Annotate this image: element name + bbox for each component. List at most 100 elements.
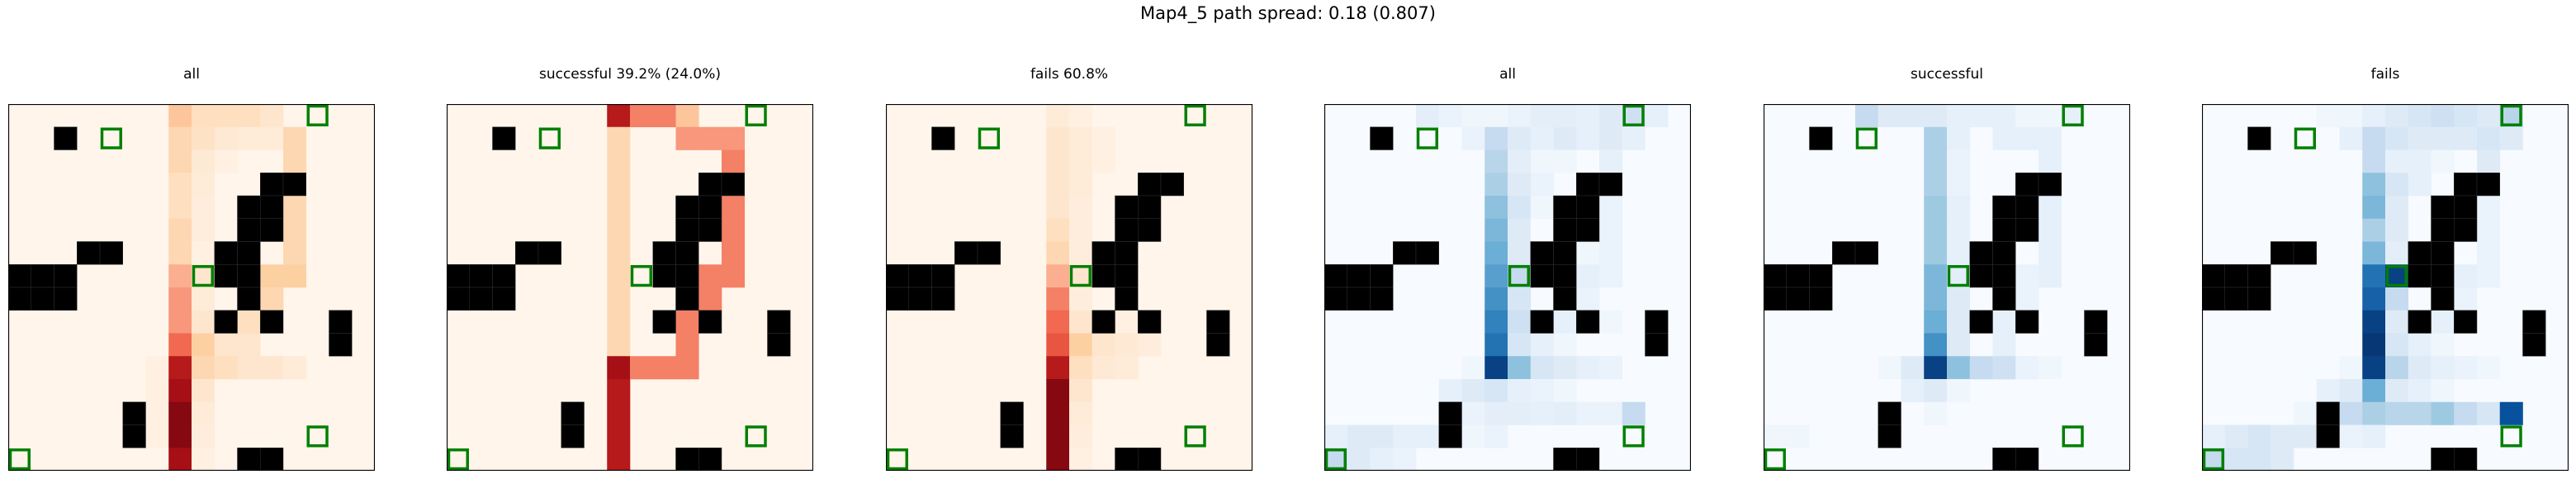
obstacle-cell [1854,241,1878,265]
heat-cell [168,173,192,197]
figure-title: Map4_5 path spread: 0.18 (0.807) [1140,3,1436,23]
obstacle-cell [1206,333,1230,357]
obstacle-cell [1645,333,1669,357]
heat-cell [1947,356,1971,380]
obstacle-cell [1553,195,1577,219]
plot-frame [1764,104,2130,471]
heat-cell [2015,287,2039,311]
obstacle-cell [214,241,238,265]
goal-marker [2500,104,2522,126]
obstacle-cell [1115,241,1139,265]
obstacle-cell [908,287,932,311]
heat-cell [1416,104,1440,128]
obstacle-cell [1206,310,1230,334]
heat-cell [1091,149,1115,173]
heat-cell [2385,379,2409,403]
obstacle-cell [492,264,516,288]
plot-frame [2202,104,2569,471]
obstacle-cell [931,126,955,150]
obstacle-cell [2454,448,2478,471]
obstacle-cell [2015,448,2039,471]
heat-cell [168,104,192,128]
heat-cell [1553,379,1577,403]
heat-cell [1553,401,1577,425]
heat-cell [2224,448,2248,471]
heat-cell [2061,104,2085,128]
heat-cell [1508,173,1532,197]
obstacle-cell [1809,126,1833,150]
heat-cell [1485,333,1508,357]
obstacle-cell [282,173,306,197]
heat-cell [2362,310,2386,334]
heat-cell [607,149,631,173]
heat-cell [168,310,192,334]
heat-cell [2431,379,2455,403]
obstacle-cell [1000,401,1024,425]
heat-cell [237,333,261,357]
heat-cell [1645,104,1669,128]
heat-cell [283,149,307,173]
obstacle-cell [652,310,676,334]
heat-cell [1069,448,1093,471]
heat-cell [283,196,307,220]
heat-cell [1992,126,2016,150]
heat-cell [1508,379,1532,403]
obstacle-cell [1393,241,1417,265]
heat-cell [1069,310,1093,334]
heatmap-plot [2202,104,2569,471]
heat-cell [2431,104,2455,128]
heat-cell [1947,104,1971,128]
heat-cell [1576,104,1600,128]
goal-marker [306,425,329,448]
obstacle-cell [1115,218,1139,242]
obstacle-cell [260,173,284,197]
heat-cell [607,356,631,380]
heat-cell [2408,379,2432,403]
heat-cell [1599,356,1623,380]
goal-marker [1508,265,1530,287]
obstacle-cell [1438,401,1462,425]
obstacle-cell [8,264,31,288]
obstacle-cell [122,401,146,425]
heat-cell [2247,424,2271,448]
goal-marker [745,425,767,448]
heat-cell [2477,104,2501,128]
heat-cell [1992,356,2016,380]
heat-cell [1046,401,1070,425]
heat-cell [652,104,676,128]
heat-cell [283,264,307,288]
goal-marker [1622,104,1645,126]
heat-cell [168,448,192,471]
goal-marker [306,104,329,126]
obstacle-cell [2454,195,2478,219]
obstacle-cell [698,218,722,242]
heat-cell [1091,356,1115,380]
heat-cell [1576,241,1600,265]
heat-cell [1901,379,1925,403]
obstacle-cell [2293,241,2317,265]
heat-cell [2362,287,2386,311]
heat-cell [1553,356,1577,380]
heat-cell [1069,173,1093,197]
heat-cell [722,241,746,265]
heat-cell [2039,149,2062,173]
goal-marker [1069,265,1091,287]
heat-cell [1622,126,1646,150]
heat-cell [1115,310,1139,334]
heat-cell [722,264,746,288]
heat-cell [607,104,631,128]
heat-cell [1947,333,1971,357]
obstacle-cell [1091,310,1115,334]
heat-cell [1091,126,1115,150]
obstacle-cell [2247,287,2271,311]
goal-marker [1947,265,1969,287]
heat-cell [2408,401,2432,425]
heat-cell [652,356,676,380]
heat-cell [2408,104,2432,128]
heat-cell [192,310,215,334]
heat-cell [168,287,192,311]
heat-cell [675,104,699,128]
obstacle-cell [214,310,238,334]
heat-cell [1485,126,1508,150]
obstacle-cell [1576,195,1600,219]
